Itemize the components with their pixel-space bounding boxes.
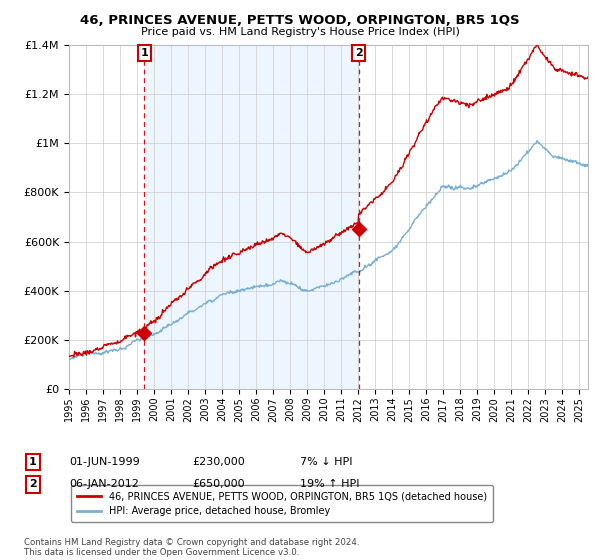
Text: 19% ↑ HPI: 19% ↑ HPI: [300, 479, 359, 489]
Legend: 46, PRINCES AVENUE, PETTS WOOD, ORPINGTON, BR5 1QS (detached house), HPI: Averag: 46, PRINCES AVENUE, PETTS WOOD, ORPINGTO…: [71, 486, 493, 522]
Text: Contains HM Land Registry data © Crown copyright and database right 2024.
This d: Contains HM Land Registry data © Crown c…: [24, 538, 359, 557]
Text: 1: 1: [140, 48, 148, 58]
Text: £230,000: £230,000: [192, 457, 245, 467]
Text: 06-JAN-2012: 06-JAN-2012: [69, 479, 139, 489]
Text: 2: 2: [355, 48, 362, 58]
Text: 46, PRINCES AVENUE, PETTS WOOD, ORPINGTON, BR5 1QS: 46, PRINCES AVENUE, PETTS WOOD, ORPINGTO…: [80, 14, 520, 27]
Text: £650,000: £650,000: [192, 479, 245, 489]
Text: 1: 1: [29, 457, 37, 467]
Text: Price paid vs. HM Land Registry's House Price Index (HPI): Price paid vs. HM Land Registry's House …: [140, 27, 460, 37]
Bar: [144, 45, 359, 389]
Text: 2: 2: [29, 479, 37, 489]
Text: 01-JUN-1999: 01-JUN-1999: [69, 457, 140, 467]
Text: 7% ↓ HPI: 7% ↓ HPI: [300, 457, 353, 467]
